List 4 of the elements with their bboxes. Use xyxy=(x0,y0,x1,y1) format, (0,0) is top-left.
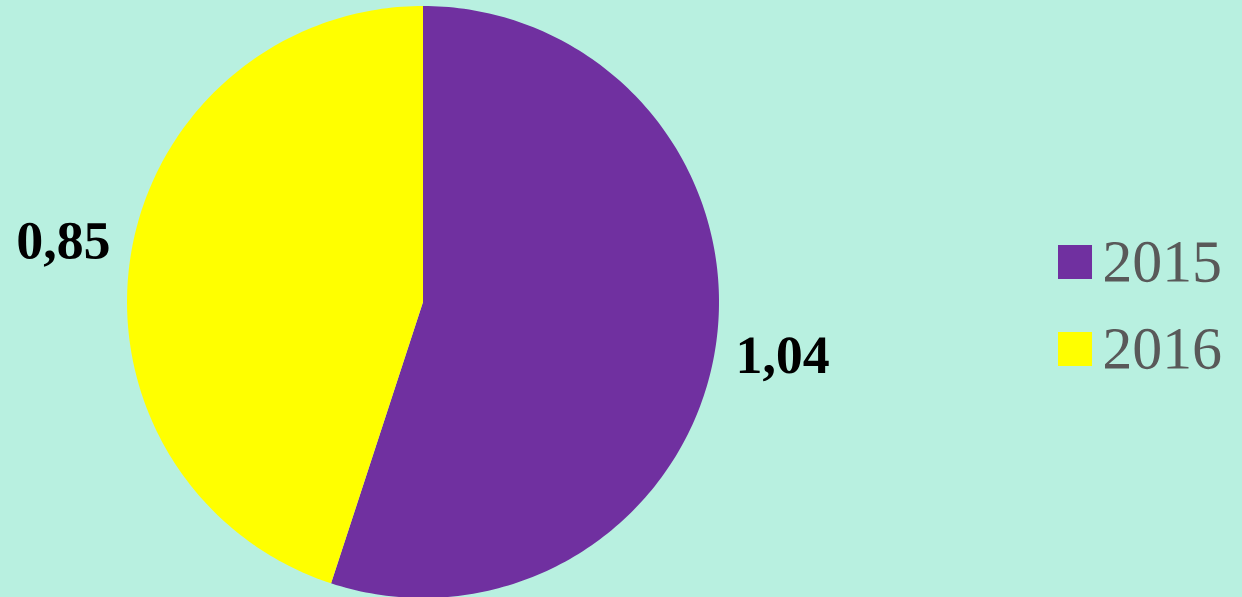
legend-label: 2016 xyxy=(1105,328,1221,370)
data-label: 1,04 xyxy=(739,337,829,382)
data-label: 0,85 xyxy=(18,222,109,267)
legend-label: 2015 xyxy=(1105,241,1220,283)
